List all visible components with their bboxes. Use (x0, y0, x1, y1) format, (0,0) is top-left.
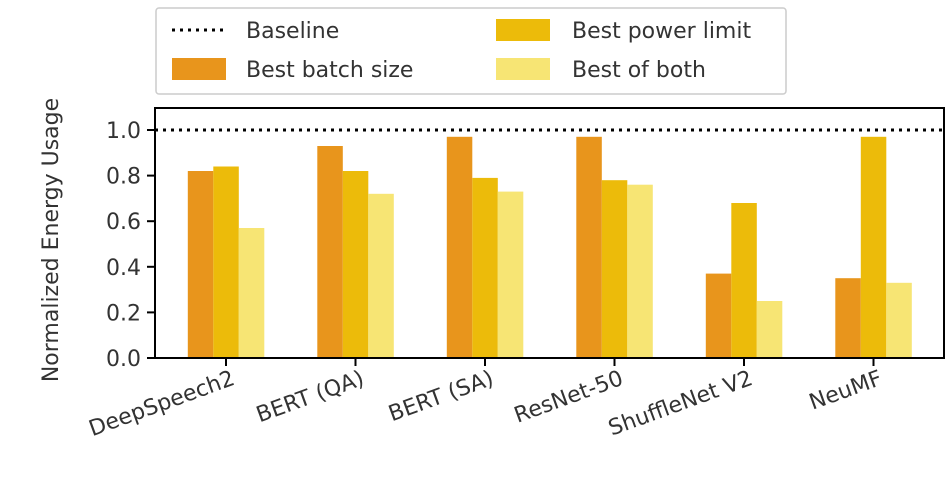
legend-swatch-best-batch-size (172, 58, 226, 80)
bar-best-power-limit-shufflenet-v2 (731, 203, 757, 358)
bar-best-power-limit-bert-sa- (472, 177, 498, 358)
x-tick-label: DeepSpeech2 (86, 366, 238, 442)
bar-best-of-both-bert-sa- (497, 191, 524, 358)
y-tick-label: 0.0 (106, 347, 141, 372)
legend-label-best-power-limit: Best power limit (572, 19, 751, 44)
y-tick-label: 1.0 (106, 119, 141, 144)
bar-best-batch-size-neumf (835, 278, 861, 358)
legend-swatch-best-power-limit (496, 19, 550, 41)
legend-label-best-batch-size: Best batch size (246, 58, 413, 83)
plot-frame (154, 107, 945, 359)
y-tick-label: 0.8 (106, 165, 141, 190)
bar-best-power-limit-resnet-50 (601, 180, 628, 358)
bar-best-batch-size-resnet-50 (576, 136, 602, 358)
x-tick-label: NeuMF (806, 366, 886, 415)
x-tick-label: ShuffleNet V2 (605, 366, 756, 441)
bar-best-of-both-shufflenet-v2 (756, 301, 783, 358)
y-tick-label: 0.6 (106, 210, 141, 235)
bar-best-power-limit-deepspeech2 (213, 166, 239, 358)
bar-best-batch-size-bert-sa- (446, 136, 473, 358)
bar-best-batch-size-bert-qa- (317, 146, 343, 358)
y-tick-label: 0.2 (106, 301, 141, 326)
bars-layer (187, 136, 912, 358)
y-tick-label: 0.4 (106, 256, 141, 281)
bar-best-batch-size-deepspeech2 (187, 171, 214, 358)
bar-best-of-both-resnet-50 (627, 184, 653, 358)
bar-best-power-limit-neumf (860, 136, 887, 358)
bar-best-of-both-bert-qa- (368, 193, 394, 358)
legend-box (155, 7, 787, 95)
legend-label-baseline: Baseline (246, 19, 339, 44)
bar-best-power-limit-bert-qa- (342, 171, 369, 358)
bar-best-batch-size-shufflenet-v2 (705, 273, 732, 358)
legend-swatch-best-of-both (496, 58, 550, 80)
bar-best-of-both-deepspeech2 (238, 228, 265, 358)
y-axis-label: Normalized Energy Usage (39, 98, 64, 382)
x-tick-label: BERT (SA) (385, 366, 497, 427)
bar-best-of-both-neumf (886, 282, 912, 358)
legend-label-best-of-both: Best of both (572, 58, 706, 83)
x-tick-label: BERT (QA) (253, 366, 367, 428)
